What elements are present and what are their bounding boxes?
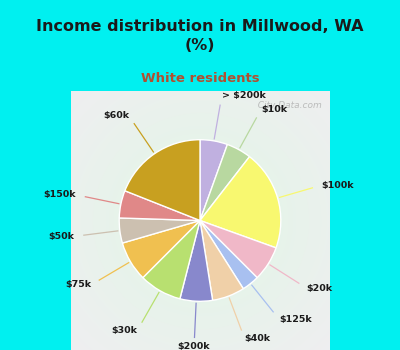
Wedge shape bbox=[200, 140, 227, 220]
Wedge shape bbox=[122, 220, 200, 278]
Wedge shape bbox=[119, 218, 200, 243]
Text: $10k: $10k bbox=[261, 105, 287, 114]
Wedge shape bbox=[143, 220, 200, 299]
Text: $50k: $50k bbox=[49, 232, 75, 241]
Text: $100k: $100k bbox=[321, 181, 354, 190]
Text: White residents: White residents bbox=[141, 72, 259, 85]
Wedge shape bbox=[200, 220, 257, 289]
Text: City-Data.com: City-Data.com bbox=[252, 102, 322, 110]
Wedge shape bbox=[200, 220, 243, 300]
Wedge shape bbox=[200, 145, 250, 220]
Text: $40k: $40k bbox=[245, 334, 271, 343]
Wedge shape bbox=[200, 220, 276, 278]
Text: $60k: $60k bbox=[103, 111, 129, 120]
Text: $200k: $200k bbox=[178, 342, 210, 350]
Wedge shape bbox=[119, 191, 200, 220]
Text: $30k: $30k bbox=[111, 326, 137, 335]
Wedge shape bbox=[180, 220, 213, 301]
Text: > $200k: > $200k bbox=[222, 91, 266, 100]
Text: $20k: $20k bbox=[307, 284, 333, 293]
Text: $75k: $75k bbox=[65, 280, 91, 289]
Wedge shape bbox=[200, 157, 281, 248]
Text: $125k: $125k bbox=[279, 315, 312, 324]
Text: $150k: $150k bbox=[44, 190, 76, 199]
Text: Income distribution in Millwood, WA
(%): Income distribution in Millwood, WA (%) bbox=[36, 19, 364, 52]
Wedge shape bbox=[125, 140, 200, 220]
